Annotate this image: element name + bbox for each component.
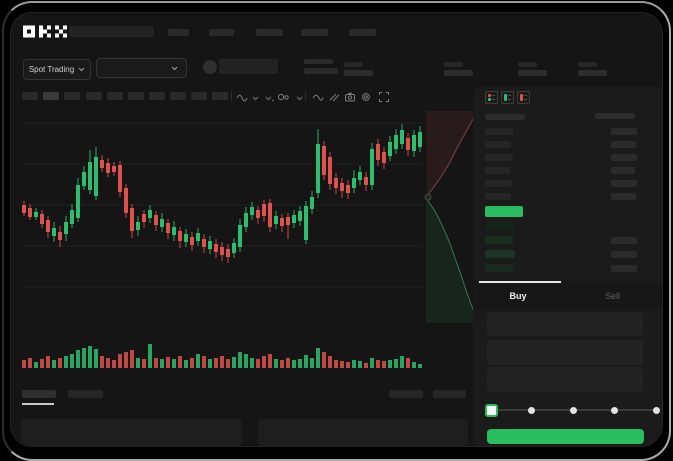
toolbar-divider bbox=[231, 91, 232, 101]
pair-selector-dropdown[interactable] bbox=[96, 58, 187, 78]
ask-amount-block[interactable] bbox=[611, 141, 636, 148]
trade-tabbar bbox=[473, 282, 662, 310]
header-placeholder-title bbox=[69, 26, 154, 37]
timeframe-7[interactable] bbox=[149, 92, 165, 100]
fullscreen-icon[interactable] bbox=[377, 90, 390, 103]
timeframe-8[interactable] bbox=[170, 92, 186, 100]
chevron-down-icon[interactable] bbox=[293, 92, 306, 105]
chevron-down-icon[interactable] bbox=[249, 92, 262, 105]
open-orders-table bbox=[21, 419, 242, 446]
okx-logo[interactable] bbox=[23, 25, 67, 38]
bottom-tab-1[interactable] bbox=[22, 390, 56, 398]
ask-amount-block[interactable] bbox=[611, 154, 637, 161]
bid-amount-block[interactable] bbox=[611, 237, 637, 244]
book-bids-view-icon[interactable] bbox=[501, 91, 514, 104]
nav-item-5[interactable] bbox=[349, 29, 376, 36]
bottom-tab-2[interactable] bbox=[68, 390, 103, 398]
ask-price-block[interactable] bbox=[485, 128, 513, 135]
indicators-icon[interactable] bbox=[235, 90, 248, 103]
ask-price-block[interactable] bbox=[485, 167, 510, 174]
timeframe-4[interactable] bbox=[86, 92, 102, 100]
nav-item-2[interactable] bbox=[209, 29, 234, 36]
amount-input[interactable] bbox=[487, 340, 643, 365]
nav-item-3[interactable] bbox=[256, 29, 283, 36]
nav-item-4[interactable] bbox=[301, 29, 328, 36]
candle-type-chevron-icon[interactable] bbox=[263, 92, 276, 105]
market-selector-label: Spot Trading bbox=[28, 65, 75, 74]
draw-tool-icon[interactable] bbox=[327, 90, 340, 103]
bottom-action-1[interactable] bbox=[389, 390, 423, 398]
tab-buy[interactable]: Buy bbox=[509, 291, 527, 301]
stat-2-label bbox=[444, 62, 463, 67]
pair-title-placeholder bbox=[219, 59, 278, 74]
coin-avatar bbox=[203, 60, 217, 74]
bid-price-block[interactable] bbox=[485, 222, 515, 230]
timeframe-1[interactable] bbox=[22, 92, 38, 100]
bottom-action-2[interactable] bbox=[433, 390, 466, 398]
bid-price-block[interactable] bbox=[485, 264, 513, 272]
ask-amount-block[interactable] bbox=[611, 180, 637, 187]
bid-price-block[interactable] bbox=[485, 236, 513, 244]
chevron-down-icon bbox=[171, 66, 178, 70]
timeframe-9[interactable] bbox=[191, 92, 207, 100]
ask-amount-block[interactable] bbox=[611, 128, 637, 135]
ask-price-block[interactable] bbox=[485, 180, 512, 187]
slider-stop-dot[interactable] bbox=[652, 407, 660, 414]
total-input[interactable] bbox=[487, 367, 643, 392]
chevron-down-icon bbox=[78, 67, 85, 72]
nav-item-1[interactable] bbox=[168, 29, 189, 36]
timeframe-10[interactable] bbox=[212, 92, 228, 100]
timeframe-5[interactable] bbox=[107, 92, 123, 100]
ask-price-block[interactable] bbox=[485, 193, 511, 200]
line-tool-icon[interactable] bbox=[311, 90, 324, 103]
price-placeholder-bottom bbox=[304, 68, 338, 74]
price-input[interactable] bbox=[487, 312, 643, 336]
orderbook-header-amount bbox=[595, 113, 635, 119]
slider-stop-dot[interactable] bbox=[528, 407, 535, 414]
slider-stop-dot[interactable] bbox=[569, 407, 577, 414]
orderbook-header-price bbox=[485, 114, 525, 120]
bid-price-block[interactable] bbox=[485, 250, 515, 258]
stat-3-value bbox=[518, 70, 547, 76]
stat-3-label bbox=[518, 62, 537, 67]
stat-1-value bbox=[344, 70, 373, 76]
buy-tab-indicator bbox=[479, 281, 561, 283]
ask-price-block[interactable] bbox=[485, 154, 513, 161]
stat-4-label bbox=[578, 62, 597, 67]
price-placeholder-top bbox=[304, 59, 333, 64]
slider-stop-dot[interactable] bbox=[611, 407, 618, 414]
stat-1-label bbox=[344, 62, 363, 67]
toolbar-divider bbox=[305, 91, 306, 101]
timeframe-2[interactable] bbox=[43, 92, 59, 100]
book-split-view-icon[interactable] bbox=[485, 91, 498, 104]
tab-sell[interactable]: Sell bbox=[604, 291, 620, 301]
ask-amount-block[interactable] bbox=[611, 193, 636, 200]
settings-gear-icon[interactable] bbox=[359, 90, 372, 103]
order-history-table bbox=[258, 419, 468, 446]
timeframe-6[interactable] bbox=[128, 92, 144, 100]
camera-icon[interactable] bbox=[343, 90, 356, 103]
last-price-highlight[interactable] bbox=[485, 206, 523, 217]
ask-amount-block[interactable] bbox=[611, 167, 635, 174]
timeframe-3[interactable] bbox=[64, 92, 80, 100]
bid-amount-block[interactable] bbox=[611, 265, 637, 272]
bid-amount-block[interactable] bbox=[611, 251, 637, 258]
compare-icon[interactable] bbox=[277, 90, 290, 103]
stat-4-value bbox=[578, 70, 607, 76]
amount-slider-handle[interactable] bbox=[485, 404, 498, 417]
stat-2-value bbox=[444, 70, 473, 76]
bottom-tab-indicator bbox=[22, 403, 54, 405]
book-asks-view-icon[interactable] bbox=[517, 91, 530, 104]
ask-price-block[interactable] bbox=[485, 141, 511, 148]
market-selector-button[interactable]: Spot Trading bbox=[23, 59, 91, 80]
buy-submit-button[interactable] bbox=[487, 429, 644, 444]
app-window: Spot Trading bbox=[10, 12, 663, 447]
